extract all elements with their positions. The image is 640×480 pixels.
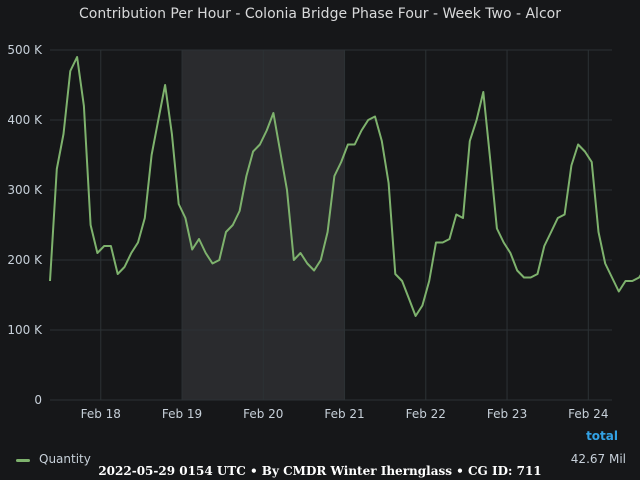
x-tick-label: Feb 18 <box>81 407 121 421</box>
x-tick-label: Feb 19 <box>162 407 202 421</box>
y-tick-label: 500 K <box>7 43 43 57</box>
legend-swatch <box>16 459 30 462</box>
y-tick-label: 200 K <box>7 253 43 267</box>
y-tick-label: 400 K <box>7 113 43 127</box>
y-tick-label: 100 K <box>7 323 43 337</box>
footer-credit: 2022-05-29 0154 UTC • By CMDR Winter Ihe… <box>98 464 542 478</box>
x-tick-label: Feb 24 <box>568 407 608 421</box>
y-tick-label: 300 K <box>7 183 43 197</box>
legend-series-name: Quantity <box>39 452 91 466</box>
y-tick-label: 0 <box>34 393 42 407</box>
grid <box>50 49 612 401</box>
x-tick-label: Feb 20 <box>243 407 283 421</box>
x-axis: Feb 18 Feb 19 Feb 20 Feb 21 Feb 22 Feb 23 Feb … <box>81 407 609 421</box>
x-tick-label: Feb 23 <box>487 407 527 421</box>
x-tick-label: Feb 21 <box>324 407 364 421</box>
legend-item-quantity[interactable]: Quantity 42.67 Mil <box>16 452 626 468</box>
y-axis: 0 100 K 200 K 300 K 400 K 500 K <box>7 43 43 407</box>
series-line-quantity <box>49 56 640 317</box>
x-tick-label: Feb 22 <box>406 407 446 421</box>
legend-total-value: 42.67 Mil <box>570 452 626 466</box>
legend-total-header[interactable]: total <box>586 429 618 443</box>
panel-title: Contribution Per Hour - Colonia Bridge P… <box>79 6 561 22</box>
